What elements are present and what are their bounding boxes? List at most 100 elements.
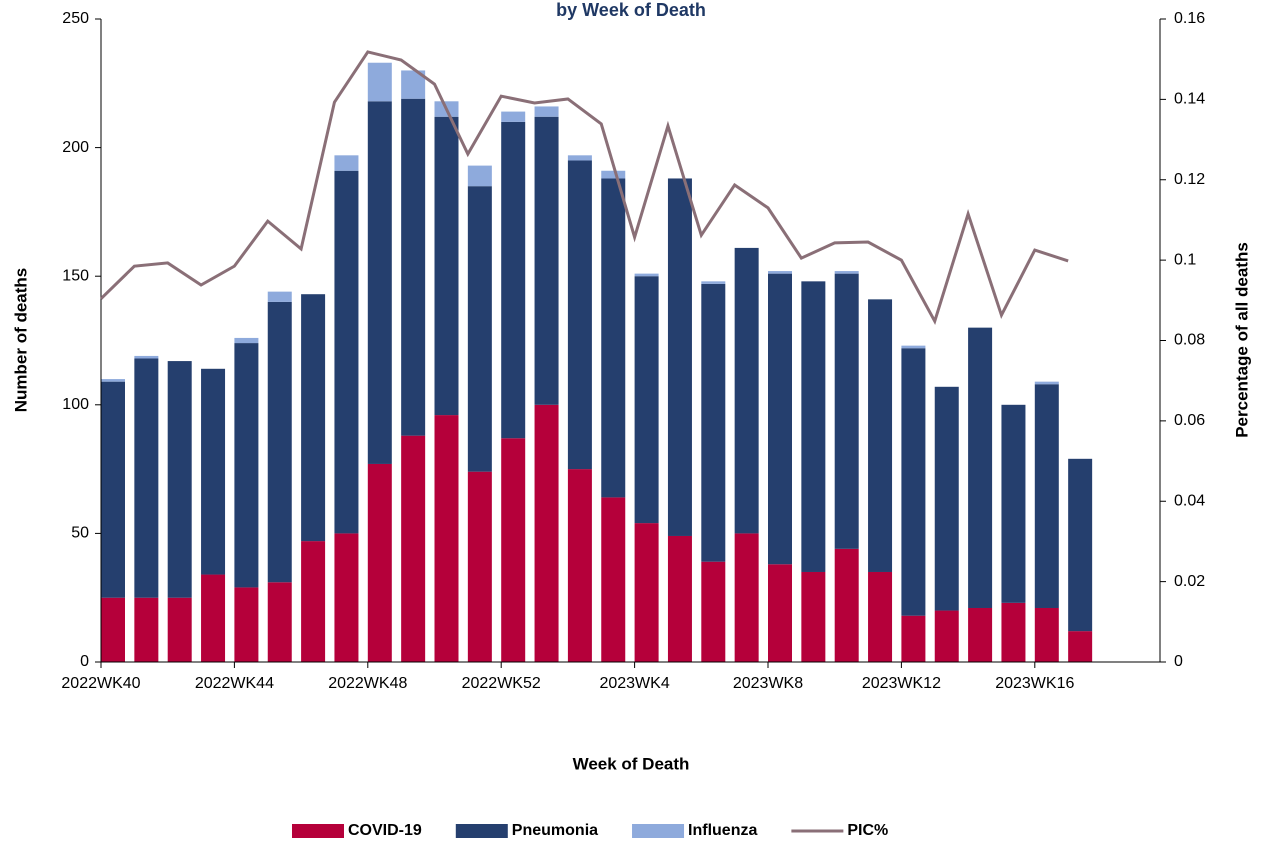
x-axis-title: Week of Death (573, 754, 690, 773)
bar (267, 291, 292, 302)
bar (768, 564, 792, 662)
bar (634, 523, 659, 662)
bar (834, 273, 859, 549)
bar (367, 62, 392, 102)
bar (234, 587, 259, 662)
x-tick-label: 2023WK16 (995, 675, 1074, 692)
y2-tick-label: 0.16 (1174, 10, 1205, 27)
y2-tick-label: 0.1 (1174, 251, 1196, 268)
bar (567, 469, 592, 662)
legend-swatch (455, 824, 508, 838)
bar (1068, 631, 1093, 662)
x-tick-label: 2023WK8 (733, 675, 803, 692)
bar (534, 106, 559, 117)
y2-axis-title: Percentage of all deaths (1232, 242, 1251, 438)
x-tick-label: 2022WK40 (61, 675, 140, 692)
y-tick-label: 150 (62, 267, 89, 284)
x-tick-label: 2023WK4 (599, 675, 669, 692)
x-tick-label: 2022WK44 (195, 675, 274, 692)
y2-tick-label: 0.02 (1174, 573, 1205, 590)
x-tick-label: 2022WK48 (328, 675, 407, 692)
bar (801, 571, 826, 662)
bar (501, 111, 526, 122)
bar (467, 165, 492, 187)
bar (768, 271, 792, 274)
bar (201, 574, 226, 662)
bar (201, 368, 226, 575)
bar (968, 327, 993, 608)
bar (1034, 384, 1059, 608)
bar (434, 415, 459, 662)
bar (634, 276, 659, 524)
bar (101, 379, 125, 382)
bar (1034, 607, 1059, 662)
bar (601, 178, 626, 498)
bar (301, 541, 326, 662)
y-tick-label: 100 (62, 396, 89, 413)
bar (467, 471, 492, 662)
bar (267, 301, 292, 583)
bar (467, 186, 492, 472)
bar (367, 463, 392, 662)
legend-swatch (292, 824, 344, 838)
bar (167, 597, 192, 662)
bar (267, 582, 292, 662)
bar (234, 343, 259, 588)
bar (1001, 602, 1026, 662)
bar (501, 438, 526, 662)
bar (401, 435, 426, 662)
bar (901, 345, 926, 349)
bar (367, 101, 392, 464)
bar (701, 281, 726, 284)
bar (934, 386, 959, 611)
bar (901, 348, 926, 616)
y2-tick-label: 0 (1174, 653, 1183, 670)
bar (501, 121, 526, 439)
bar (901, 615, 926, 662)
bar (701, 283, 726, 562)
bar (134, 355, 159, 359)
bar (1001, 404, 1026, 603)
bar (101, 597, 125, 662)
legend-label: Pneumonia (512, 822, 598, 839)
legend-label: Influenza (688, 822, 757, 839)
bar (1068, 458, 1093, 632)
bar (934, 610, 959, 662)
bar (634, 273, 659, 277)
chart-title: by Week of Death (556, 0, 706, 20)
pic-line (99, 50, 1069, 326)
bar (667, 535, 692, 662)
bar (734, 247, 759, 534)
y-tick-label: 250 (62, 10, 89, 27)
y2-tick-label: 0.12 (1174, 171, 1205, 188)
bar (334, 155, 359, 171)
y2-tick-label: 0.06 (1174, 412, 1205, 429)
bar (401, 98, 426, 436)
y2-tick-label: 0.08 (1174, 332, 1205, 349)
plot-area (101, 62, 1093, 662)
bar (868, 299, 893, 572)
x-tick-label: 2023WK12 (862, 675, 941, 692)
bar (101, 381, 125, 598)
bar (534, 404, 559, 662)
bar (701, 561, 726, 662)
bar (801, 281, 826, 572)
legend-swatch (632, 824, 685, 838)
bar (768, 273, 792, 565)
bar (167, 361, 192, 598)
bar (601, 497, 626, 662)
bar (567, 155, 592, 161)
legend-label: COVID-19 (348, 822, 422, 839)
bar (301, 294, 326, 542)
bar (567, 160, 592, 470)
y-axis-title: Number of deaths (11, 268, 30, 413)
legend-label: PIC% (847, 822, 888, 839)
y-tick-label: 50 (71, 525, 89, 542)
bar (601, 170, 626, 179)
bar (667, 178, 692, 536)
bar (834, 548, 859, 662)
bar (834, 271, 859, 274)
y2-tick-label: 0.04 (1174, 492, 1205, 509)
bar (334, 170, 359, 534)
